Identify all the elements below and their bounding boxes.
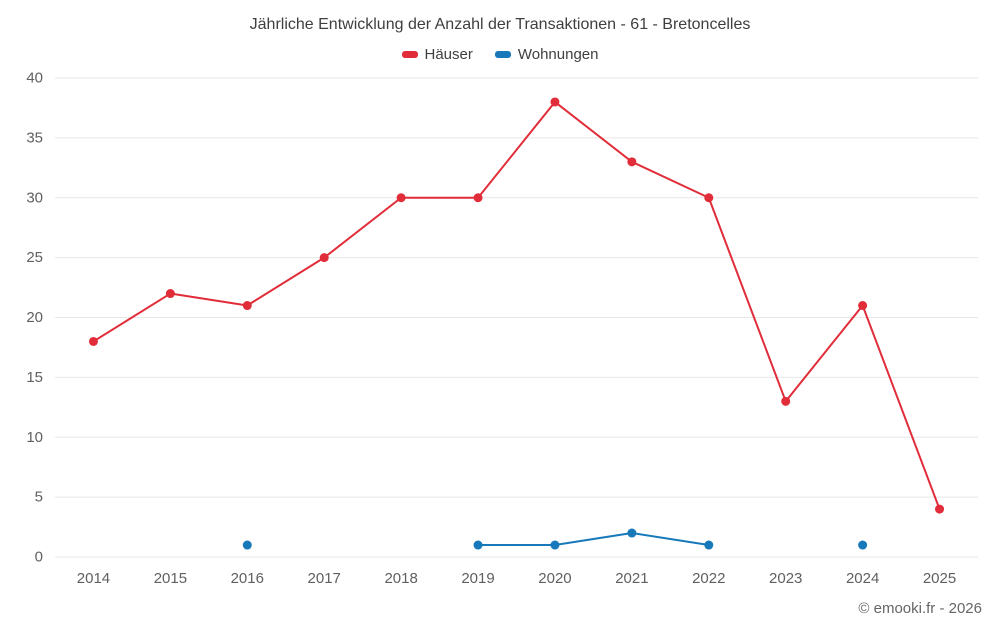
legend-item-wohnungen[interactable]: Wohnungen	[494, 46, 599, 63]
haeuser-point-2024	[858, 301, 868, 311]
y-tick-label: 30	[26, 189, 43, 206]
wohnungen-point-2019	[473, 540, 483, 550]
haeuser-point-2017	[319, 253, 329, 263]
haeuser-point-2014	[88, 336, 98, 346]
haeuser-point-2020	[550, 97, 560, 107]
x-tick-label: 2018	[384, 570, 417, 587]
wohnungen-point-2022	[704, 540, 714, 550]
y-tick-label: 0	[35, 549, 43, 566]
x-tick-label: 2016	[231, 570, 264, 587]
haeuser-point-2021	[627, 157, 637, 167]
haeuser-point-2015	[165, 289, 175, 299]
haeuser-point-2025	[935, 504, 945, 514]
x-tick-label: 2019	[461, 570, 494, 587]
y-tick-label: 20	[26, 309, 43, 326]
y-tick-label: 5	[35, 489, 43, 506]
haeuser-legend-marker-icon	[401, 51, 418, 58]
haeuser-point-2023	[781, 396, 791, 406]
haeuser-point-2019	[473, 193, 483, 203]
x-tick-label: 2017	[308, 570, 341, 587]
y-tick-label: 35	[26, 129, 43, 146]
legend-label-wohnungen: Wohnungen	[517, 46, 599, 63]
x-tick-label: 2014	[77, 570, 110, 587]
chart-title: Jährliche Entwicklung der Anzahl der Tra…	[249, 16, 751, 33]
x-tick-label: 2022	[692, 570, 725, 587]
y-tick-label: 15	[26, 369, 43, 386]
haeuser-point-2018	[396, 193, 406, 203]
haeuser-point-2016	[242, 301, 252, 311]
haeuser-point-2022	[704, 193, 714, 203]
y-tick-label: 40	[26, 70, 43, 87]
attribution-text: © emooki.fr - 2026	[858, 600, 982, 617]
x-tick-label: 2024	[846, 570, 879, 587]
legend-item-haeuser[interactable]: Häuser	[401, 46, 473, 63]
x-tick-label: 2015	[154, 570, 187, 587]
wohnungen-line	[477, 532, 710, 547]
wohnungen-point-2020	[550, 540, 560, 550]
haeuser-line	[92, 100, 941, 511]
x-tick-label: 2023	[769, 570, 802, 587]
legend-label-haeuser: Häuser	[424, 46, 473, 63]
wohnungen-legend-marker-icon	[494, 51, 511, 58]
chart-legend: Häuser Wohnungen	[0, 46, 1000, 63]
wohnungen-point-2016	[242, 540, 252, 550]
y-tick-label: 25	[26, 249, 43, 266]
x-tick-label: 2020	[538, 570, 571, 587]
y-tick-label: 10	[26, 429, 43, 446]
x-tick-label: 2021	[615, 570, 648, 587]
x-tick-label: 2025	[923, 570, 956, 587]
wohnungen-point-2024	[858, 540, 868, 550]
wohnungen-point-2021	[627, 528, 637, 538]
